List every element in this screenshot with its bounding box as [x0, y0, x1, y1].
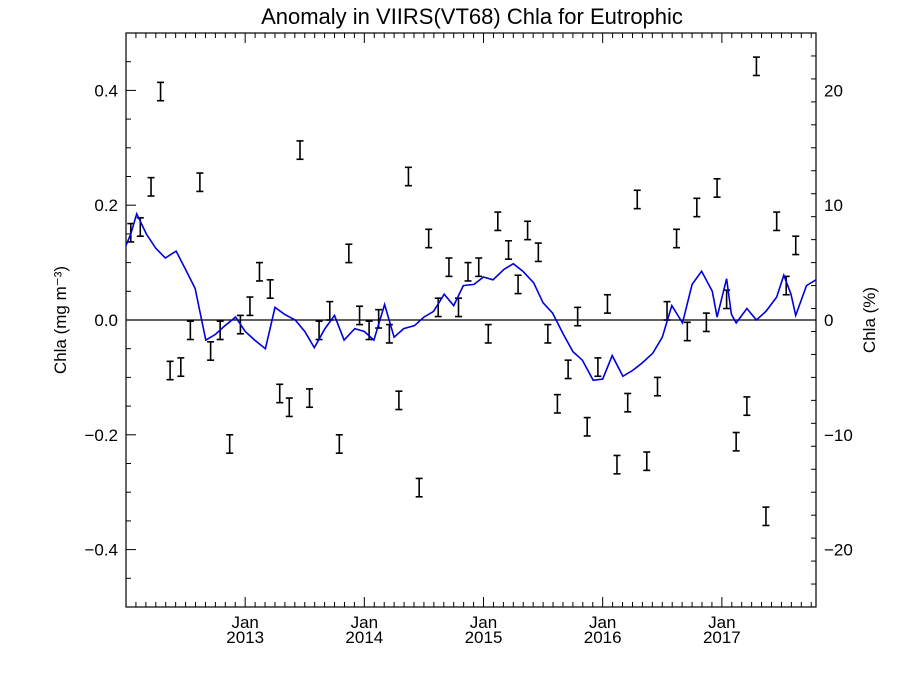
- y-axis: −0.4 −0.2 0.0 0.2 0.4: [84, 32, 136, 608]
- data-point: [415, 477, 423, 498]
- y2-axis-label: Chla (%): [860, 287, 879, 353]
- data-point: [564, 359, 572, 380]
- data-point: [594, 357, 602, 378]
- data-point: [574, 306, 582, 327]
- data-point: [773, 211, 781, 232]
- y2-tick-label: −10: [824, 426, 853, 445]
- y-axis-label: Chla (mg m⁻³): [51, 266, 70, 374]
- data-point: [514, 274, 522, 295]
- data-point: [603, 293, 611, 314]
- data-point: [583, 416, 591, 437]
- plot-area: [125, 56, 817, 527]
- data-point: [475, 257, 483, 278]
- data-point: [296, 140, 304, 161]
- data-point: [702, 312, 710, 333]
- data-point: [534, 242, 542, 263]
- x-tick-label-year: 2014: [345, 628, 383, 647]
- data-point: [425, 228, 433, 249]
- x-tick-label-month: Jan: [470, 613, 497, 632]
- data-point: [752, 56, 760, 77]
- data-point: [544, 323, 552, 344]
- data-point: [177, 357, 185, 378]
- data-point: [743, 396, 751, 417]
- x-tick-label-month: Jan: [589, 613, 616, 632]
- chart-title: Anomaly in VIIRS(VT68) Chla for Eutrophi…: [261, 4, 683, 29]
- y2-axis: −20 −10 0 10 20: [811, 32, 853, 608]
- data-point: [713, 177, 721, 198]
- y2-tick-label: 10: [824, 196, 843, 215]
- x-tick-label-month: Jan: [708, 613, 735, 632]
- data-point: [226, 433, 234, 454]
- x-tick-label-year: 2013: [226, 628, 264, 647]
- data-point: [792, 235, 800, 256]
- y-tick-label: 0.2: [94, 196, 118, 215]
- y2-tick-label: −20: [824, 541, 853, 560]
- data-point: [494, 211, 502, 232]
- y-tick-label: 0.4: [94, 81, 118, 100]
- data-point: [445, 257, 453, 278]
- data-point: [157, 81, 165, 102]
- data-point: [683, 321, 691, 342]
- data-point: [553, 393, 561, 414]
- data-point: [246, 296, 254, 317]
- data-point: [385, 323, 393, 344]
- data-point: [285, 397, 293, 418]
- data-point: [624, 392, 632, 413]
- y-tick-label: −0.2: [84, 426, 118, 445]
- data-point: [395, 390, 403, 411]
- data-point: [693, 197, 701, 218]
- data-point: [166, 360, 174, 381]
- data-point: [147, 176, 155, 197]
- data-point: [673, 228, 681, 249]
- data-point: [306, 388, 314, 409]
- x-tick-label-year: 2015: [465, 628, 503, 647]
- data-point: [762, 506, 770, 527]
- data-point: [196, 172, 204, 193]
- data-point: [356, 305, 364, 326]
- y2-tick-label: 0: [824, 311, 833, 330]
- x-tick-label-month: Jan: [351, 613, 378, 632]
- data-point: [255, 261, 263, 282]
- data-point: [524, 220, 532, 241]
- data-point: [654, 376, 662, 397]
- data-point: [335, 433, 343, 454]
- series-line: [125, 211, 817, 382]
- y2-tick-label: 20: [824, 81, 843, 100]
- data-point: [454, 297, 462, 318]
- data-point: [484, 323, 492, 344]
- data-point: [613, 454, 621, 475]
- x-tick-label-year: 2016: [584, 628, 622, 647]
- data-point: [404, 166, 412, 187]
- data-point: [266, 279, 274, 299]
- x-tick-label-month: Jan: [231, 613, 258, 632]
- data-point: [505, 239, 513, 260]
- data-point: [732, 431, 740, 452]
- data-point: [186, 320, 194, 341]
- data-point: [207, 341, 215, 361]
- y-tick-label: 0.0: [94, 311, 118, 330]
- data-point: [276, 383, 284, 404]
- data-point: [345, 243, 353, 264]
- data-point: [464, 261, 472, 282]
- data-point: [633, 189, 641, 210]
- data-point: [434, 297, 442, 318]
- data-point: [643, 451, 651, 472]
- x-tick-label-year: 2017: [703, 628, 741, 647]
- y-tick-label: −0.4: [84, 541, 118, 560]
